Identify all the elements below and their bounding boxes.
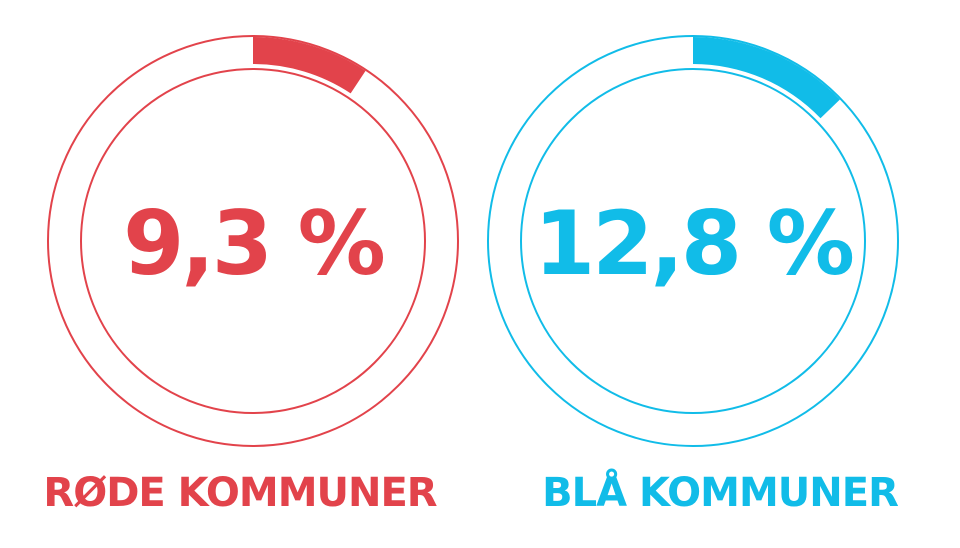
donut-outer-ring [487, 35, 899, 447]
donut-value-segment [693, 37, 840, 119]
donut-value-segment [253, 37, 366, 94]
donut-inner-ring [80, 68, 426, 414]
percentage-value: 9,3 % [123, 192, 384, 295]
donut-chart-rode: 9,3 % [47, 35, 459, 447]
percentage-value: 12,8 % [534, 192, 853, 295]
chart-category-label: BLÅ KOMMUNER [542, 470, 899, 516]
chart-category-label: RØDE KOMMUNER [43, 470, 437, 516]
donut-outer-ring [47, 35, 459, 447]
donut-chart-bla: 12,8 % [487, 35, 899, 447]
donut-inner-ring [520, 68, 866, 414]
chart-rode-kommuner: 9,3 % RØDE KOMMUNER [43, 35, 459, 516]
chart-bla-kommuner: 12,8 % BLÅ KOMMUNER [480, 0, 960, 548]
